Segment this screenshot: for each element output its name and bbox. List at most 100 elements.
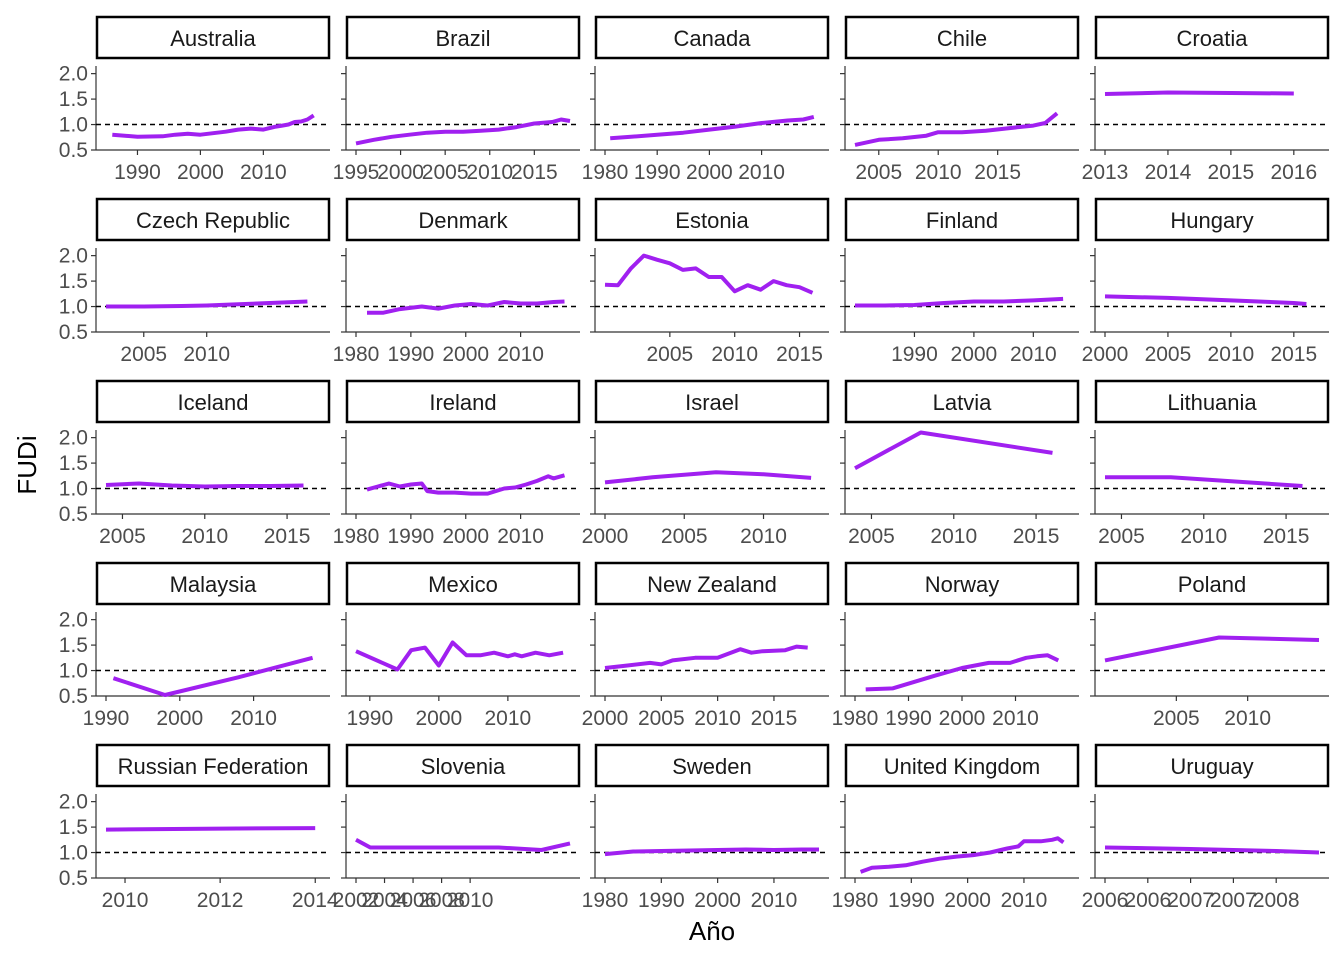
x-tick-label: 2010 [1208,343,1255,366]
x-tick-label: 2000 [686,161,733,184]
facet-strip-label: Ireland [429,390,496,415]
x-tick-label: 2010 [1224,707,1271,730]
y-tick-label: 0.5 [59,867,88,890]
facet-strip-label: Czech Republic [136,208,290,233]
y-tick-label: 1.5 [59,816,88,839]
facet-strip-label: Chile [937,26,987,51]
y-tick-label: 1.0 [59,842,88,865]
x-tick-label: 2005 [1153,707,1200,730]
x-tick-label: 2015 [1208,161,1255,184]
x-tick-label: 1990 [634,161,681,184]
x-tick-label: 1980 [832,889,879,912]
x-tick-label: 2005 [1145,343,1192,366]
x-tick-label: 2015 [776,343,823,366]
x-tick-label: 1990 [346,707,393,730]
y-tick-label: 0.5 [59,139,88,162]
y-tick-label: 2.0 [59,245,88,268]
facet-strip-label: Australia [170,26,256,51]
facet-strip [1094,197,1330,242]
x-tick-label: 1990 [638,889,685,912]
facet-strip [594,15,830,60]
x-tick-label: 2000 [442,343,489,366]
x-tick-label: 2010 [102,889,149,912]
y-tick-label: 0.5 [59,685,88,708]
y-tick-label: 0.5 [59,321,88,344]
y-tick-label: 1.5 [59,88,88,111]
x-tick-label: 2015 [974,161,1021,184]
facet-strip [844,561,1080,606]
x-tick-label: 2002 [333,889,380,912]
facet-strip [844,379,1080,424]
x-tick-label: 2000 [177,161,224,184]
facet-panel-poland: Poland 2005 2010 [1090,561,1330,730]
x-tick-label: 2006 [1082,889,1129,912]
x-tick-label: 2005 [848,525,895,548]
facet-panel-malaysia: Malaysia 0.51.0 1.52.0 1990 2000 2010 [59,561,331,730]
facet-strip-label: Norway [925,572,1000,597]
facet-panel-russian-federation: Russian Federation 0.51.0 1.52.0 2010 2012 20… [59,743,339,912]
series-line-denmark [367,299,565,315]
x-tick-label: 2013 [1082,161,1129,184]
facet-strip-label: Brazil [435,26,490,51]
series-line-canada [610,114,815,141]
facet-panel-latvia: Latvia 2005 2010 2015 [840,379,1080,548]
series-line-finland [855,296,1064,308]
facet-panel-czech-republic: Czech Republic 0.51.0 1.52.0 2005 2010 [59,197,331,366]
y-tick-label: 1.5 [59,452,88,475]
x-tick-label: 2000 [944,889,991,912]
series-line-slovenia [355,838,571,852]
x-tick-label: 2005 [661,525,708,548]
x-tick-label: 2010 [183,343,230,366]
facet-panel-ireland: Ireland 1980 1990 2000 2010 [333,379,581,548]
series-line-new-zealand [604,644,808,670]
series-line-russian-federation [105,826,316,832]
y-tick-label: 2.0 [59,609,88,632]
x-tick-label: 2005 [638,707,685,730]
y-axis-title: FUDi [12,435,42,494]
y-tick-label: 0.5 [59,503,88,526]
series-line-iceland [105,481,304,489]
facet-strip [95,15,331,60]
facet-strip [95,379,331,424]
series-line-czech-republic [106,299,308,309]
x-tick-label: 1990 [885,707,932,730]
facet-strip [594,743,830,788]
y-tick-label: 1.0 [59,478,88,501]
facet-strip-label: Lithuania [1167,390,1257,415]
x-tick-label: 2010 [694,707,741,730]
x-tick-label: 2016 [1270,161,1317,184]
x-tick-label: 2010 [711,343,758,366]
facet-strip [345,15,581,60]
facet-strip [594,561,830,606]
facet-strip-label: Slovenia [421,754,506,779]
x-tick-label: 2015 [264,525,311,548]
x-tick-label: 2005 [1098,525,1145,548]
x-axis-title: Año [689,916,735,946]
x-tick-label: 2010 [1180,525,1227,548]
x-tick-label: 2015 [751,707,798,730]
x-tick-label: 2000 [694,889,741,912]
facet-strip [1094,743,1330,788]
x-tick-label: 1980 [832,707,879,730]
facet-strip [345,561,581,606]
facet-strip [594,379,830,424]
x-tick-label: 2005 [646,343,693,366]
x-tick-label: 2010 [240,161,287,184]
facet-strip-label: Estonia [675,208,749,233]
x-tick-label: 1990 [891,343,938,366]
facet-strip [1094,379,1330,424]
x-tick-label: 2007 [1167,889,1214,912]
series-line-lithuania [1105,475,1303,488]
series-line-sweden [604,847,819,857]
x-tick-label: 2000 [951,343,998,366]
x-tick-label: 2010 [751,889,798,912]
x-tick-label: 2014 [1145,161,1192,184]
facet-panel-denmark: Denmark 1980 1990 2000 2010 [333,197,581,366]
x-tick-label: 2010 [915,161,962,184]
facet-strip-label: Denmark [418,208,508,233]
x-tick-label: 1990 [114,161,161,184]
x-tick-label: 2010 [738,161,785,184]
x-tick-label: 2010 [930,525,977,548]
